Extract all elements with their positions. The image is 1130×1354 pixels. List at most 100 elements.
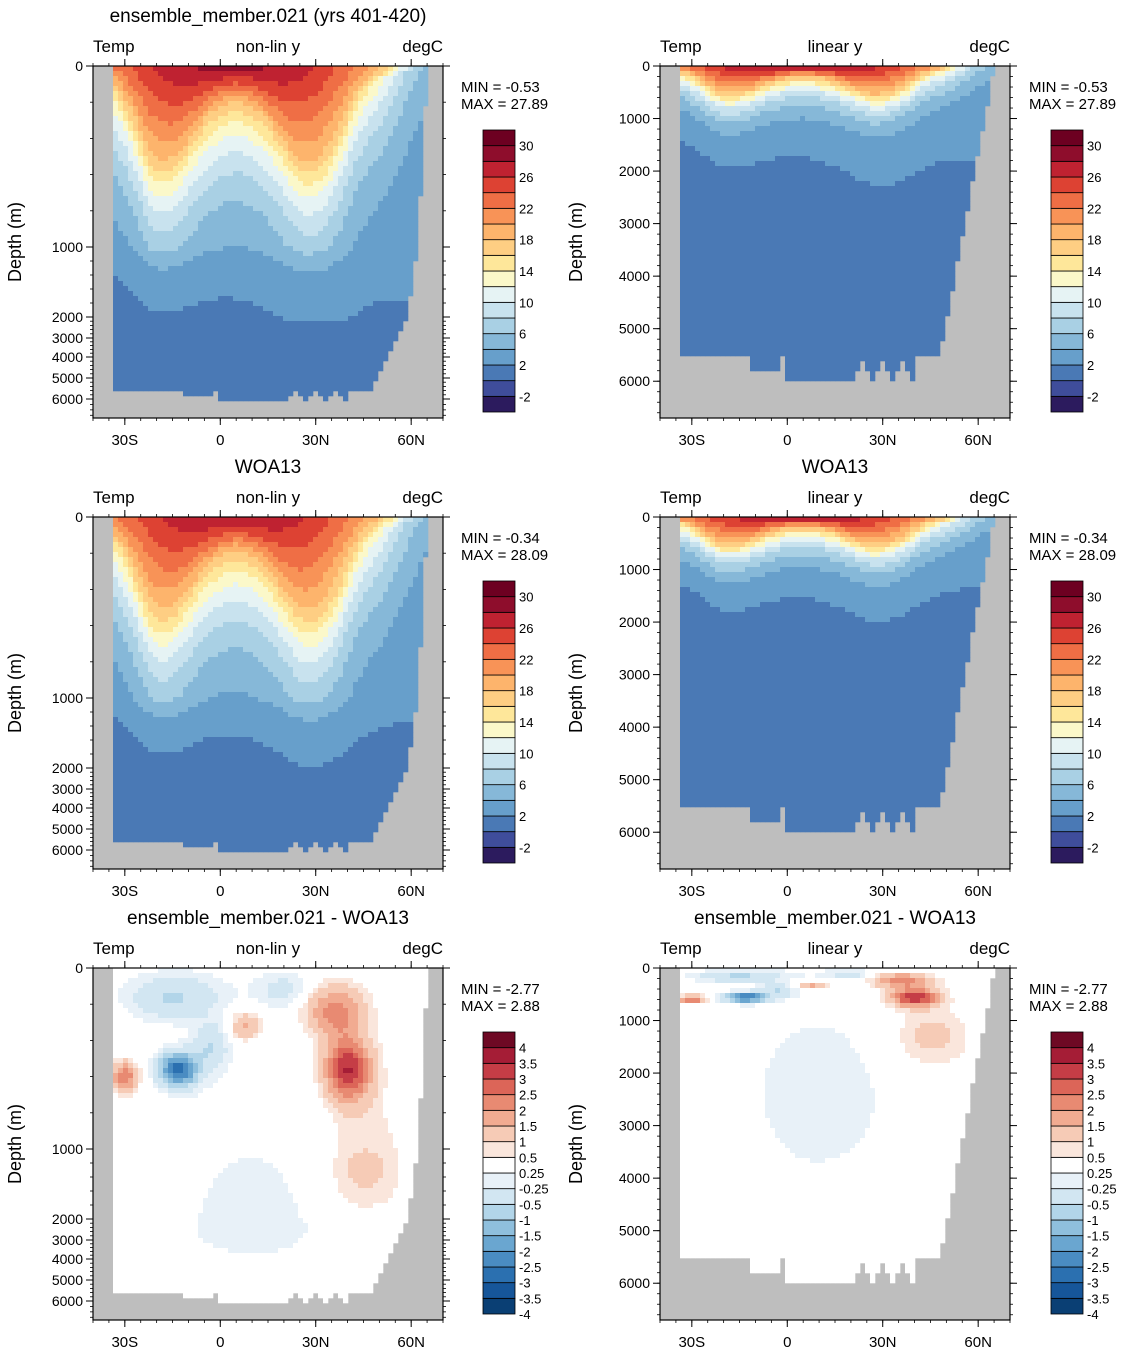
field-cell [133,241,138,246]
field-cell [208,241,213,246]
field-cell [293,196,298,201]
field-cell [208,96,213,101]
field-cell [705,191,710,196]
field-cell [203,376,208,381]
field-cell [368,296,373,301]
field-cell [338,146,343,151]
field-cell [363,241,368,246]
field-cell [363,226,368,231]
field-cell [343,301,348,306]
field-cell [123,91,128,96]
field-cell [695,216,700,221]
field-cell [725,191,730,196]
field-cell [188,241,193,246]
field-cell [178,136,183,141]
field-cell [303,386,308,391]
field-cell [188,386,193,391]
field-cell [163,271,168,276]
field-cell [338,131,343,136]
field-cell [388,296,393,301]
field-cell [318,111,323,116]
field-cell [358,241,363,246]
field-cell [368,386,373,391]
field-cell [730,296,735,301]
field-cell [730,261,735,266]
field-cell [268,246,273,251]
field-cell [293,321,298,326]
field-cell [113,211,118,216]
field-cell [338,311,343,316]
field-cell [223,211,228,216]
field-cell [368,176,373,181]
field-cell [283,286,288,291]
field-cell [283,391,288,396]
field-cell [273,66,278,71]
field-cell [213,351,218,356]
field-cell [163,231,168,236]
field-cell [128,341,133,346]
field-cell [308,326,313,331]
field-cell [388,291,393,296]
field-cell [725,311,730,316]
field-cell [343,366,348,371]
field-cell [158,316,163,321]
field-cell [393,191,398,196]
field-cell [188,291,193,296]
field-cell [118,171,123,176]
field-cell [388,346,393,351]
field-cell [158,261,163,266]
field-cell [725,286,730,291]
field-cell [373,86,378,91]
field-cell [298,326,303,331]
field-cell [413,221,418,226]
field-cell [358,106,363,111]
field-cell [193,136,198,141]
field-cell [148,271,153,276]
field-cell [198,366,203,371]
field-cell [253,211,258,216]
field-cell [338,181,343,186]
field-cell [398,151,403,156]
field-cell [398,261,403,266]
field-cell [158,96,163,101]
field-cell [253,381,258,386]
field-cell [243,271,248,276]
field-cell [308,211,313,216]
field-cell [740,296,745,301]
field-cell [393,256,398,261]
field-cell [273,136,278,141]
field-cell [303,181,308,186]
field-cell [363,186,368,191]
field-cell [213,161,218,166]
field-cell [378,146,383,151]
field-cell [143,256,148,261]
field-cell [123,241,128,246]
field-cell [393,331,398,336]
field-cell [338,341,343,346]
field-cell [358,101,363,106]
field-cell [113,206,118,211]
field-cell [173,296,178,301]
field-cell [268,381,273,386]
field-cell [183,211,188,216]
field-cell [333,136,338,141]
field-cell [318,196,323,201]
field-cell [278,316,283,321]
field-cell [368,76,373,81]
field-cell [223,336,228,341]
field-cell [695,306,700,311]
field-cell [418,76,423,81]
field-cell [163,211,168,216]
field-cell [393,96,398,101]
field-cell [193,266,198,271]
field-cell [243,156,248,161]
field-cell [208,331,213,336]
field-cell [203,106,208,111]
field-cell [695,76,700,81]
field-cell [293,346,298,351]
field-cell [745,106,750,111]
field-cell [138,341,143,346]
field-cell [348,271,353,276]
field-cell [700,351,705,356]
field-cell [303,106,308,111]
